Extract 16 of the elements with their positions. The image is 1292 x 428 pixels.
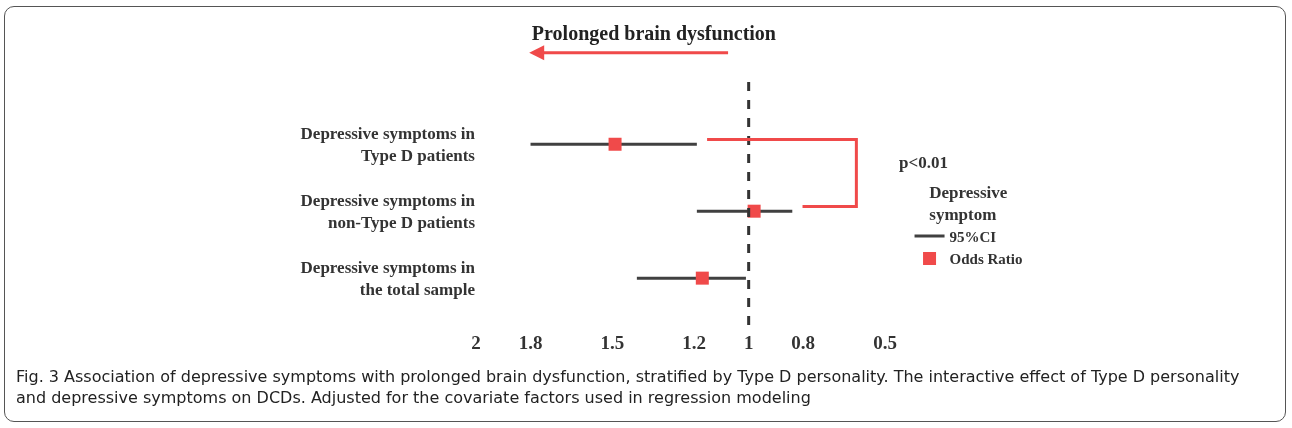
text: 95%CI <box>949 228 997 245</box>
chart-title: Prolonged brain dysfunction <box>531 21 776 45</box>
y-tick-label: Depressive symptoms in Type D patients <box>300 124 476 166</box>
caption: Fig. 3 Association of depressive symptoms with prolonged brain dysfunction, stratified by Type D personality. The interactive effect of Type D personality and depressive symptoms on DCDs. Adjusted for the covariate factors used in regression modeling <box>16 366 1241 408</box>
y-tick-label: Depressive symptoms in non-Type D patients <box>300 191 476 233</box>
y-tick-label: Depressive symptoms in the total sample <box>300 258 476 300</box>
x-tick-label: 1 <box>743 331 754 353</box>
legend-label: Odds Ratio <box>949 251 1023 268</box>
x-tick-label: 2 <box>471 331 481 353</box>
legend-title: Depressive symptom <box>929 182 1008 224</box>
x-tick-label: 0.8 <box>791 331 816 353</box>
x-tick-label: 1.8 <box>518 331 543 353</box>
text: p<0.01 <box>899 153 948 172</box>
x-tick-label: 1.5 <box>600 331 625 353</box>
x-tick-label: 1.2 <box>682 331 707 353</box>
x-tick-label: 0.5 <box>873 331 897 353</box>
